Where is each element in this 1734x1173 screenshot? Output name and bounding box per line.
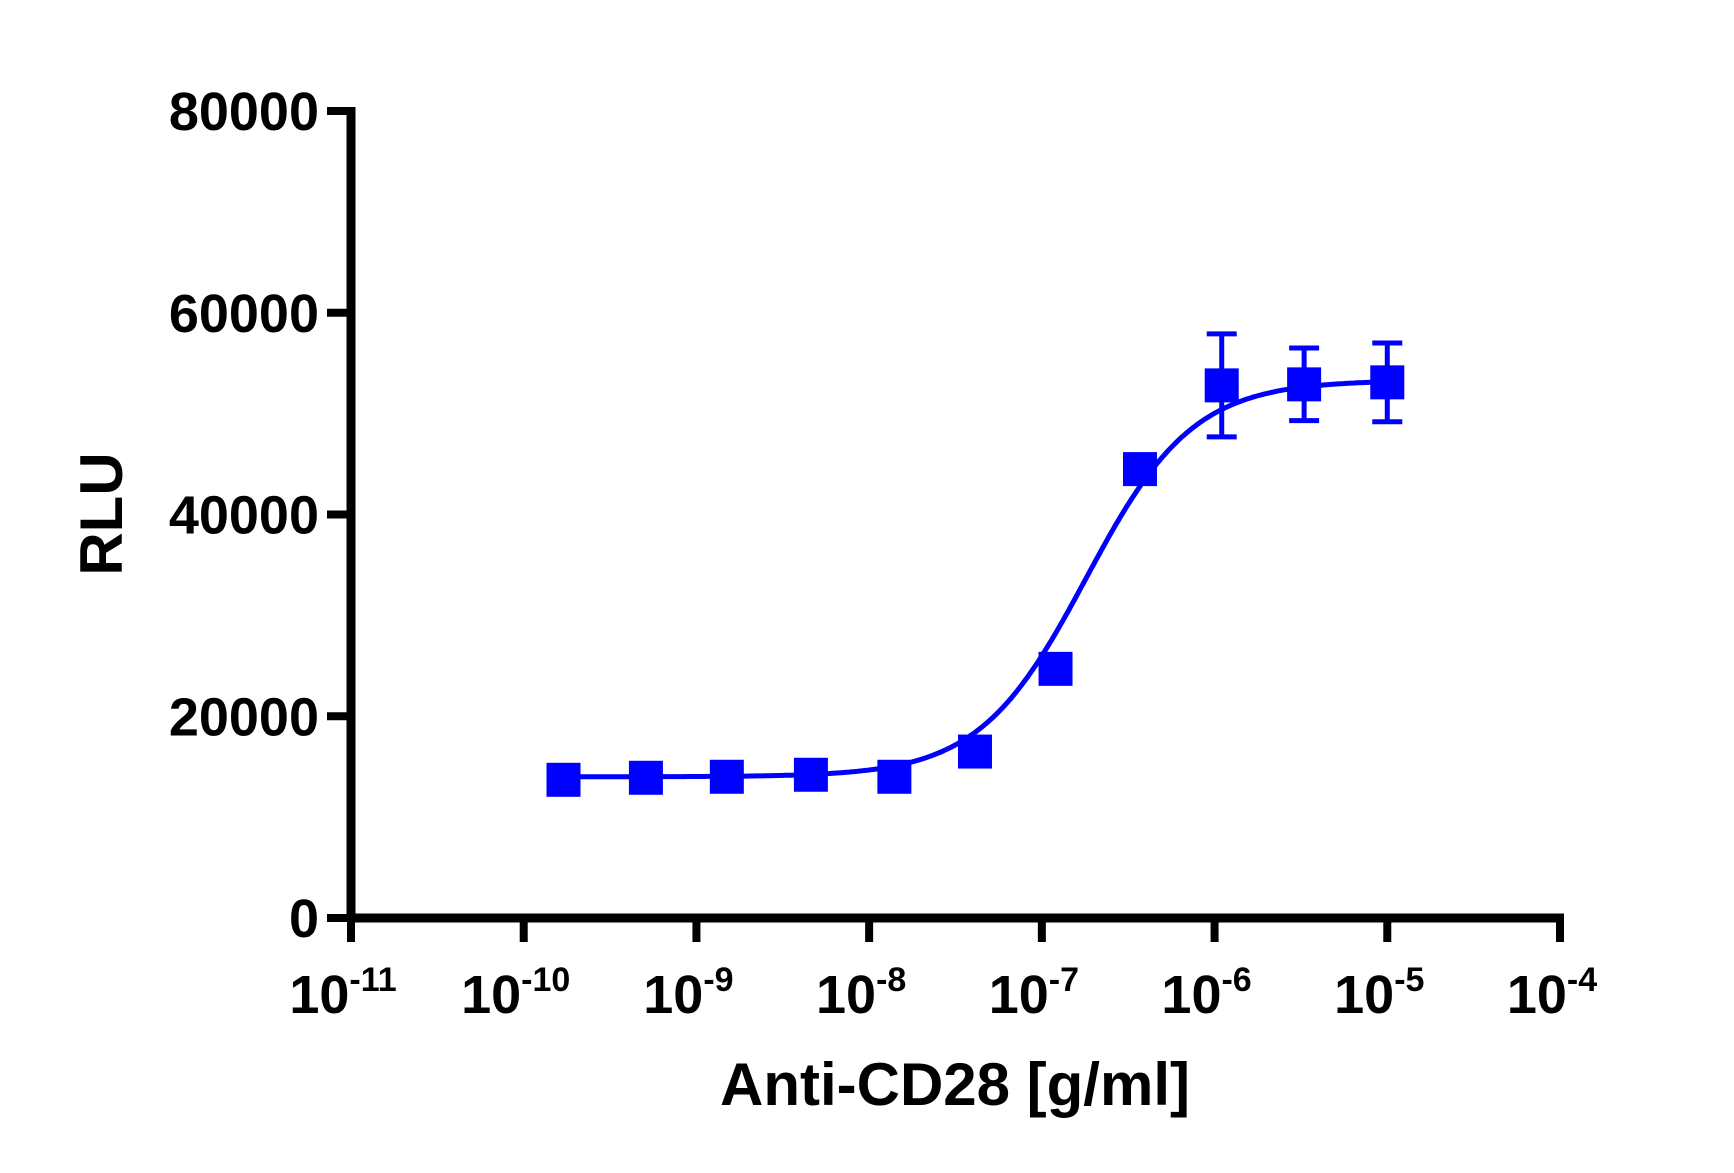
- x-tick-label: 10-5: [1334, 961, 1424, 1025]
- y-tick-label: 80000: [169, 82, 319, 142]
- data-point: [1038, 651, 1073, 686]
- data-point: [957, 734, 992, 769]
- x-tick-label: 10-10: [461, 961, 570, 1025]
- data-point: [1287, 367, 1322, 402]
- y-tick-label: 0: [289, 889, 319, 949]
- x-tick-label: 10-7: [989, 961, 1079, 1025]
- data-point: [1204, 368, 1239, 403]
- data-point: [1370, 365, 1405, 400]
- fit-curve: [563, 379, 1388, 780]
- data-point: [546, 762, 581, 797]
- plot-marks: [546, 331, 1405, 797]
- x-axis-label: Anti-CD28 [g/ml]: [720, 1051, 1190, 1118]
- x-tick-label: 10-9: [643, 961, 733, 1025]
- x-tick-label: 10-6: [1161, 961, 1251, 1025]
- y-tick-label: 60000: [169, 284, 319, 344]
- data-point: [709, 759, 744, 794]
- x-tick-label: 10-11: [289, 961, 396, 1025]
- y-tick-label: 20000: [169, 687, 319, 747]
- data-point: [793, 757, 828, 792]
- x-tick-label: 10-8: [816, 961, 906, 1025]
- x-tick-label: 10-4: [1507, 961, 1597, 1025]
- axes: 0 20000 40000 60000 80000 10-11 10-10 10-9 10-8 1…: [169, 82, 1597, 1025]
- y-tick-label: 40000: [169, 486, 319, 546]
- data-point: [1122, 452, 1157, 487]
- y-axis-label: RLU: [68, 452, 135, 575]
- data-point: [877, 759, 912, 794]
- data-point: [628, 760, 663, 795]
